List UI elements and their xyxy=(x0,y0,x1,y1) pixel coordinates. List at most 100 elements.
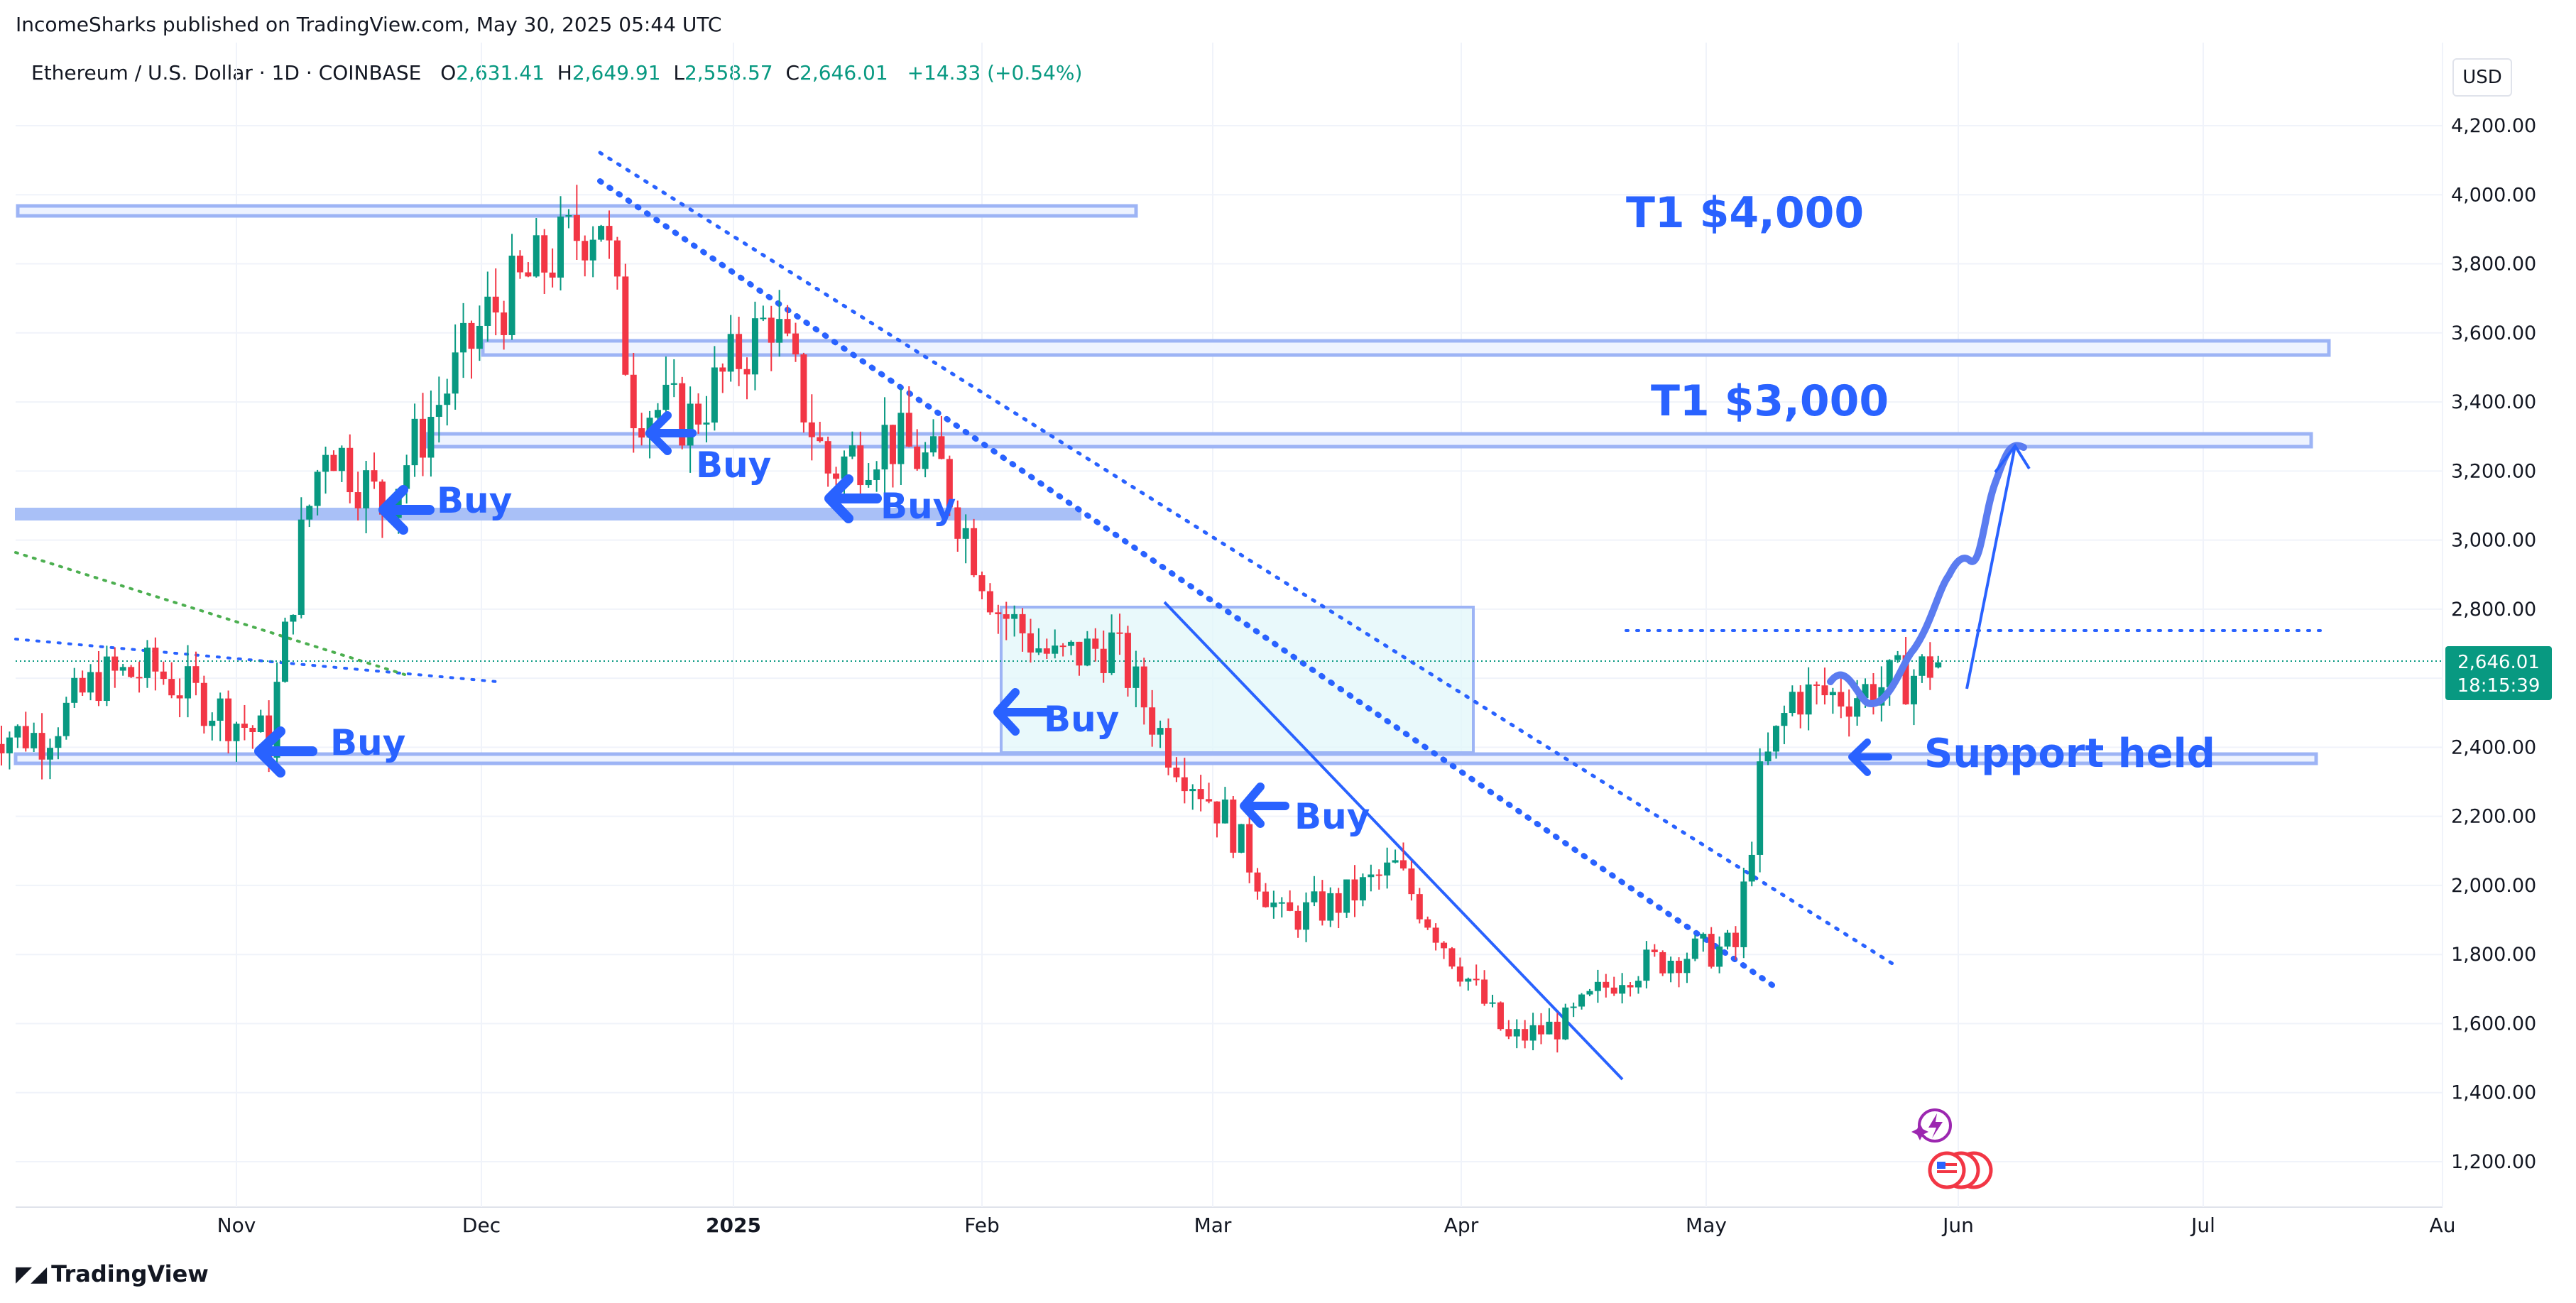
annotation-label: T1 $3,000 xyxy=(1651,376,1889,426)
candle-body xyxy=(22,726,29,748)
candle-body xyxy=(589,239,596,261)
y-tick-label: 1,800.00 xyxy=(2451,944,2536,966)
candle-body xyxy=(1068,641,1075,646)
y-tick-label: 3,400.00 xyxy=(2451,391,2536,413)
candle-body xyxy=(516,256,523,273)
candle-body xyxy=(654,410,661,418)
annotations: T1 $4,000 T1 $3,000 Buy Buy Buy Buy Buy Buy Supp… xyxy=(330,188,2215,837)
candle-body xyxy=(525,272,532,277)
candle-body xyxy=(1748,854,1755,882)
arrow-icon xyxy=(824,474,882,523)
symbol-name: Ethereum / U.S. Dollar · 1D · COINBASE xyxy=(31,61,422,84)
candle-body xyxy=(1627,985,1634,988)
candle-body xyxy=(1813,684,1821,686)
y-tick-label: 2,800.00 xyxy=(2451,599,2536,621)
candle-body xyxy=(192,666,200,683)
candle-body xyxy=(1399,860,1407,869)
candle-body xyxy=(330,454,337,471)
y-tick-label: 4,200.00 xyxy=(2451,115,2536,137)
candle-body xyxy=(1197,789,1204,800)
candle-body xyxy=(1594,981,1601,991)
candle-body xyxy=(549,272,556,278)
candle-body xyxy=(1254,872,1261,892)
candle-body xyxy=(354,492,361,508)
candle-body xyxy=(711,367,718,423)
arrow-icon xyxy=(378,485,435,535)
candle-body xyxy=(1432,927,1439,943)
candle-body xyxy=(444,393,451,405)
candle-body xyxy=(1359,877,1366,901)
candle-body xyxy=(1448,948,1456,967)
candle-body xyxy=(1270,903,1277,907)
candle-body xyxy=(290,614,297,622)
candle-body xyxy=(606,226,613,241)
candle-body xyxy=(1894,655,1901,660)
close-label: C xyxy=(785,61,799,84)
arrow-icon xyxy=(1240,783,1289,828)
candle-body xyxy=(395,489,402,518)
candle-body xyxy=(185,666,192,699)
candle-body xyxy=(1829,692,1836,696)
annotation-label: T1 $4,000 xyxy=(1626,188,1864,238)
candle-body xyxy=(314,471,321,506)
candle-body xyxy=(103,656,110,702)
candle-body xyxy=(776,319,783,343)
candle-body xyxy=(1481,979,1488,1004)
y-tick-label: 3,200.00 xyxy=(2451,460,2536,482)
candle-body xyxy=(1538,1025,1544,1035)
candle-body xyxy=(1124,633,1131,688)
candle-body xyxy=(87,672,94,693)
candle-body xyxy=(508,256,515,335)
tradingview-logo-icon: ◤◢ xyxy=(16,1261,47,1287)
candle-body xyxy=(338,447,345,471)
candle-body xyxy=(79,677,86,693)
candle-body xyxy=(71,677,78,703)
candle-body xyxy=(1529,1025,1537,1041)
candle-body xyxy=(1764,751,1772,762)
candle-body xyxy=(111,656,119,671)
candle-body xyxy=(1043,648,1050,654)
candle-body xyxy=(1003,614,1010,619)
candle-body xyxy=(1303,902,1310,930)
x-tick-label: Feb xyxy=(964,1214,1000,1237)
candle-body xyxy=(460,322,467,353)
annotation-label: Buy xyxy=(437,480,512,521)
candle-body xyxy=(257,715,264,732)
candle-body xyxy=(751,318,758,375)
candle-body xyxy=(1473,978,1480,981)
candle-body xyxy=(1311,891,1318,903)
change-value: +14.33 (+0.54%) xyxy=(907,61,1083,84)
candle-body xyxy=(760,317,767,320)
dotted-trendline-inner xyxy=(597,178,1778,990)
candle-body xyxy=(1838,692,1845,707)
candle-body xyxy=(1116,632,1123,634)
candle-body xyxy=(1610,987,1617,994)
key-level-zones xyxy=(13,204,2331,765)
candle-body xyxy=(1700,934,1707,939)
candles xyxy=(0,185,1942,1053)
candle-body xyxy=(1854,698,1861,717)
tradingview-brand[interactable]: ◤◢ TradingView xyxy=(16,1260,209,1287)
candle-body xyxy=(808,422,815,437)
candle-body xyxy=(273,682,280,758)
candle-body xyxy=(435,405,442,418)
candle-body xyxy=(281,621,288,682)
candle-body xyxy=(1165,728,1172,768)
x-tick-label: Jul xyxy=(2190,1214,2215,1237)
candle-body xyxy=(565,215,572,217)
candle-body xyxy=(873,469,880,480)
candle-body xyxy=(152,648,159,672)
annotation-label: Buy xyxy=(1044,699,1119,740)
arrow-icon xyxy=(645,411,697,455)
price-projection xyxy=(1827,442,2031,707)
candle-body xyxy=(865,479,872,486)
candle-body xyxy=(1181,777,1188,792)
candle-body xyxy=(962,528,969,539)
candle-body xyxy=(1140,666,1147,708)
candle-body xyxy=(1724,932,1731,947)
candle-body xyxy=(1392,860,1399,863)
candle-body xyxy=(695,403,702,425)
candle-body xyxy=(1027,633,1034,653)
currency-button[interactable]: USD xyxy=(2452,58,2512,97)
